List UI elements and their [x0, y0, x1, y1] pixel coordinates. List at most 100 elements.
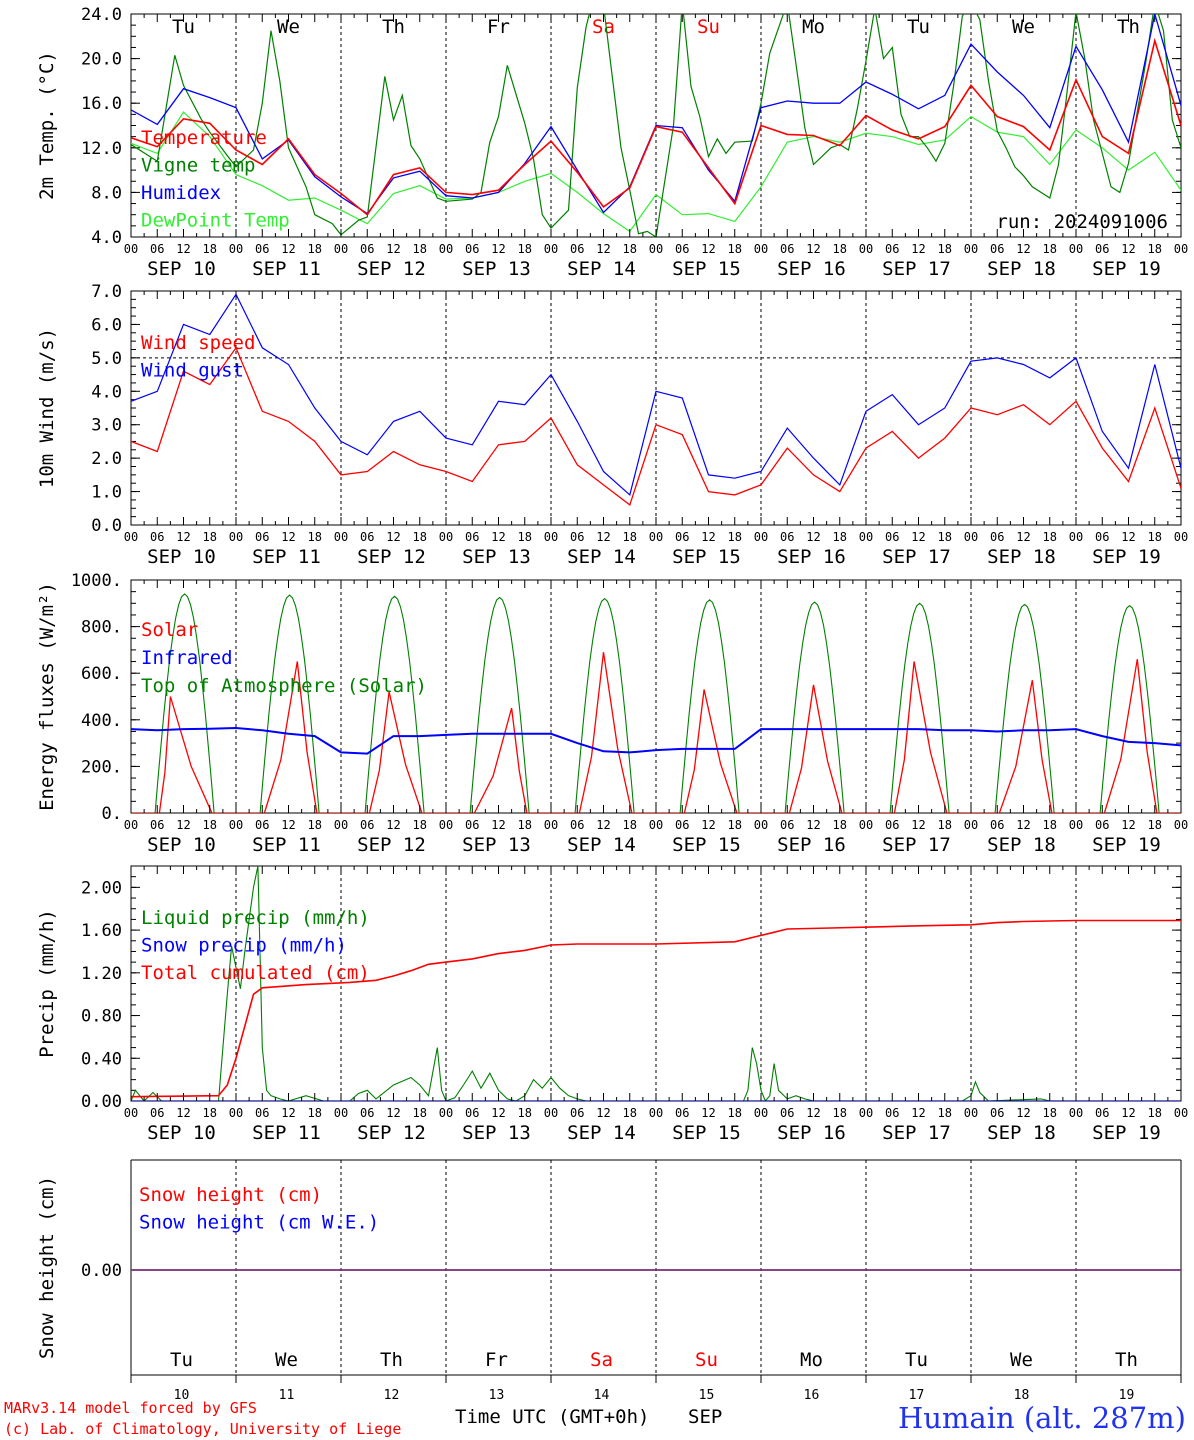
hour-tick-label: 00	[1174, 242, 1188, 256]
hour-tick-label: 18	[203, 1106, 217, 1120]
hour-tick-label: 12	[491, 242, 505, 256]
weekday-label: Fr	[485, 1349, 508, 1371]
hour-tick-label: 06	[1095, 242, 1109, 256]
wind-panel: 10m Wind (m/s) 0.0 1.0 2.0 3.0 4.0 5.0 6.0 7.0 Wi…	[36, 282, 1188, 568]
y-axis-title: Energy fluxes (W/m²)	[36, 582, 58, 811]
date-label: SEP 13	[462, 258, 531, 280]
hour-tick-label: 06	[360, 530, 374, 544]
hour-tick-label: 00	[754, 818, 768, 832]
hour-tick-label: 12	[701, 530, 715, 544]
y-tick-label: 8.0	[91, 183, 122, 203]
date-label: SEP 11	[252, 1122, 321, 1144]
hour-tick-label: 18	[833, 530, 847, 544]
hour-tick-label: 12	[806, 530, 820, 544]
legend-entry: Wind gust	[141, 360, 244, 382]
hour-tick-label: 06	[990, 530, 1004, 544]
hour-tick-label: 18	[938, 818, 952, 832]
y-tick-label: 2.0	[91, 449, 122, 469]
hour-tick-label: 06	[150, 818, 164, 832]
date-label: SEP 16	[777, 258, 846, 280]
day-number-label: 19	[1119, 1388, 1135, 1403]
y-tick-label: 0.80	[81, 1007, 122, 1027]
hour-tick-label: 06	[570, 818, 584, 832]
weekday-label: Su	[697, 16, 720, 38]
hour-tick-label: 06	[465, 818, 479, 832]
temperature-panel: 2m Temp. (°C) 4.0 8.0 12.0 16.0 20.0 24.0 Tu We T…	[36, 5, 1188, 280]
y-tick-label: 7.0	[91, 282, 122, 302]
hour-tick-label: 06	[150, 242, 164, 256]
hour-tick-label: 18	[938, 1106, 952, 1120]
weekday-label: Th	[380, 1349, 403, 1371]
hour-tick-label: 12	[176, 242, 190, 256]
hour-tick-label: 18	[833, 242, 847, 256]
date-label: SEP 10	[147, 258, 216, 280]
hour-tick-label: 00	[439, 818, 453, 832]
hour-tick-label: 06	[990, 1106, 1004, 1120]
hour-tick-label: 12	[911, 242, 925, 256]
date-label: SEP 17	[882, 834, 951, 856]
hour-tick-label: 12	[596, 1106, 610, 1120]
wind-gust-line	[131, 293, 1181, 497]
y-tick-label: 1.20	[81, 964, 122, 984]
weekday-label: Sa	[590, 1349, 613, 1371]
hour-tick-label: 12	[386, 530, 400, 544]
hour-tick-label: 12	[806, 818, 820, 832]
weekday-label: Mo	[800, 1349, 823, 1371]
hour-tick-label: 18	[938, 242, 952, 256]
hour-tick-label: 18	[623, 242, 637, 256]
date-label: SEP 13	[462, 1122, 531, 1144]
weekday-label: Tu	[907, 16, 930, 38]
hour-tick-label: 00	[1069, 530, 1083, 544]
hour-tick-label: 18	[623, 818, 637, 832]
hour-tick-label: 12	[1121, 818, 1135, 832]
toa-solar-line	[131, 593, 1181, 813]
hour-tick-label: 18	[413, 530, 427, 544]
date-label: SEP 18	[987, 546, 1056, 568]
weekday-label: Th	[1115, 1349, 1138, 1371]
y-tick-label: 600.	[81, 664, 122, 684]
hour-tick-label: 18	[1043, 1106, 1057, 1120]
date-label: SEP 14	[567, 258, 636, 280]
y-tick-label: 24.0	[81, 5, 122, 25]
weekday-label: Sa	[592, 16, 615, 38]
weekday-label: Tu	[905, 1349, 928, 1371]
y-axis-title: Snow height (cm)	[36, 1176, 58, 1359]
legend-entry: Snow height (cm)	[139, 1184, 322, 1206]
y-axis-title: 10m Wind (m/s)	[36, 328, 58, 488]
y-tick-label: 400.	[81, 711, 122, 731]
legend-entry: Liquid precip (mm/h)	[141, 907, 370, 929]
hour-tick-label: 18	[203, 530, 217, 544]
hour-tick-label: 06	[780, 1106, 794, 1120]
weekday-label: We	[275, 1349, 298, 1371]
month-label: SEP	[688, 1406, 722, 1428]
hour-tick-label: 06	[990, 818, 1004, 832]
hour-tick-label: 18	[833, 818, 847, 832]
hour-tick-label: 06	[675, 1106, 689, 1120]
weekday-label: Fr	[487, 16, 510, 38]
hour-tick-label: 06	[150, 1106, 164, 1120]
hour-tick-label: 12	[1016, 818, 1030, 832]
hour-tick-label: 00	[754, 530, 768, 544]
hour-tick-label: 12	[1016, 242, 1030, 256]
y-tick-label: 0.0	[91, 516, 122, 536]
weekday-label: Mo	[802, 16, 825, 38]
hour-tick-label: 06	[150, 530, 164, 544]
date-label: SEP 16	[777, 834, 846, 856]
energy-panel: Energy fluxes (W/m²) 0. 200. 400. 600. 800. 10…	[36, 571, 1188, 856]
hour-tick-label: 18	[308, 1106, 322, 1120]
hour-tick-label: 18	[938, 530, 952, 544]
legend-entry: Solar	[141, 619, 198, 641]
lab-credit: (c) Lab. of Climatology, University of L…	[4, 1420, 401, 1438]
date-label: SEP 11	[252, 546, 321, 568]
hour-tick-label: 06	[255, 1106, 269, 1120]
hour-tick-label: 00	[649, 530, 663, 544]
hour-tick-label: 06	[360, 242, 374, 256]
hour-tick-label: 06	[255, 818, 269, 832]
date-label: SEP 15	[672, 1122, 741, 1144]
hour-tick-label: 18	[728, 530, 742, 544]
date-label: SEP 10	[147, 1122, 216, 1144]
hour-tick-label: 06	[1095, 530, 1109, 544]
date-label: SEP 17	[882, 546, 951, 568]
date-label: SEP 13	[462, 834, 531, 856]
